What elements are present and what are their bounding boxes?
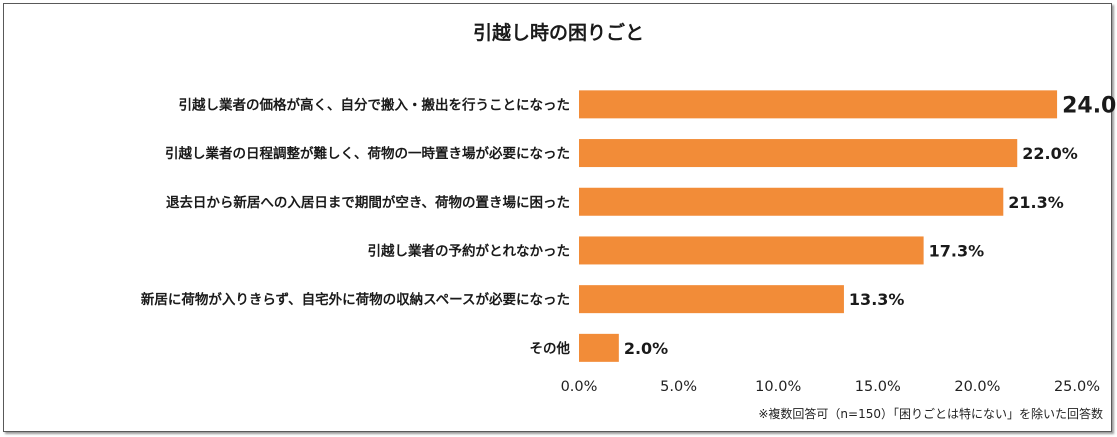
x-tick-2: 10.0% (755, 379, 801, 395)
bar-5 (579, 333, 619, 362)
value-label-0: 24.0% (1062, 93, 1117, 118)
value-label-3: 17.3% (929, 241, 985, 260)
x-axis-ticks: 0.0% 5.0% 10.0% 15.0% 20.0% 25.0% (561, 379, 1100, 395)
value-label-4: 13.3% (849, 290, 905, 309)
x-tick-0: 0.0% (561, 379, 598, 395)
category-label-1: 引越し業者の日程調整が難しく、荷物の一時置き場が必要になった (165, 145, 570, 162)
footnote: ※複数回答可（n=150）「困りごとは特にない」を除いた回答数 (758, 407, 1103, 421)
category-labels: 引越し業者の価格が高く、自分で搬入・搬出を行うことになった引越し業者の日程調整が… (141, 96, 571, 357)
x-tick-1: 5.0% (660, 379, 697, 395)
x-tick-5: 25.0% (1054, 379, 1100, 395)
category-label-5: その他 (530, 340, 571, 357)
category-label-3: 引越し業者の予約がとれなかった (368, 242, 571, 259)
value-labels: 24.0% 22.0% 21.3% 17.3% 13.3% 2.0% (624, 93, 1117, 358)
x-tick-3: 15.0% (855, 379, 901, 395)
chart-frame (3, 3, 1112, 432)
value-label-1: 22.0% (1022, 144, 1078, 163)
bars-group (579, 90, 1058, 362)
bar-1 (579, 139, 1018, 168)
bar-4 (579, 285, 844, 314)
value-label-5: 2.0% (624, 339, 668, 358)
category-label-4: 新居に荷物が入りきらず、自宅外に荷物の収納スペースが必要になった (141, 291, 570, 308)
category-label-0: 引越し業者の価格が高く、自分で搬入・搬出を行うことになった (179, 96, 571, 113)
bar-0 (579, 90, 1058, 119)
chart-title: 引越し時の困りごと (472, 22, 644, 44)
category-label-2: 退去日から新居への入居日まで期間が空き、荷物の置き場に困った (166, 194, 570, 211)
bar-2 (579, 187, 1004, 216)
x-tick-4: 20.0% (954, 379, 1000, 395)
bar-3 (579, 236, 924, 265)
value-label-2: 21.3% (1008, 193, 1064, 212)
